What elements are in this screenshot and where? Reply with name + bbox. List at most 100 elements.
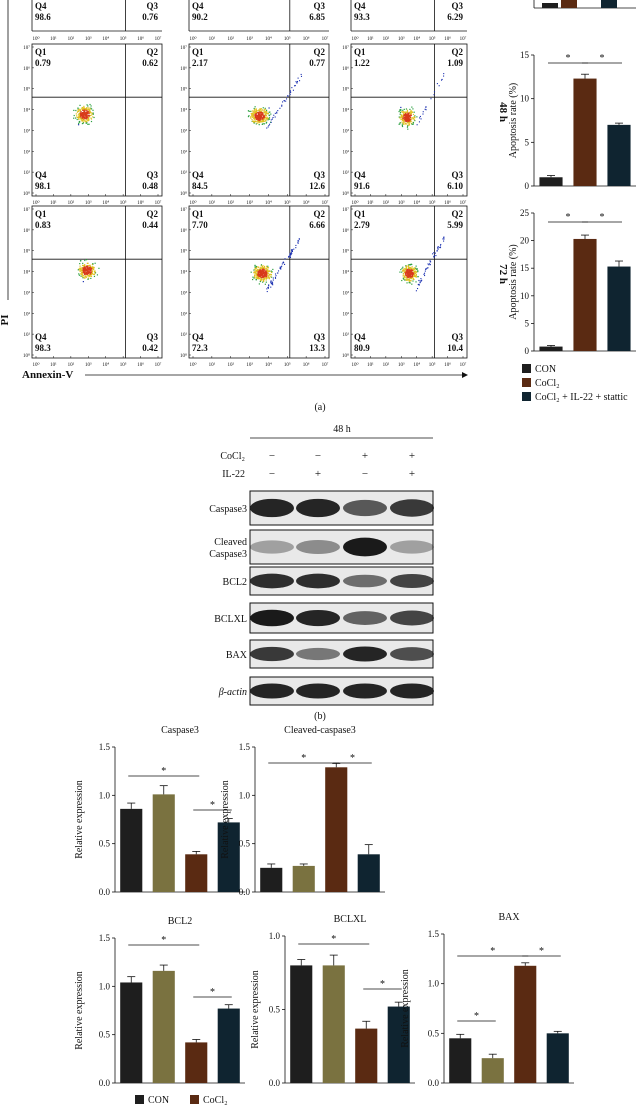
quadrant-value-q1: 0.79 xyxy=(35,58,51,68)
event-dot xyxy=(261,274,263,276)
bar-3 xyxy=(357,854,380,892)
event-dot xyxy=(252,115,254,117)
event-dot xyxy=(260,118,262,120)
event-dot xyxy=(409,116,411,118)
event-dot xyxy=(80,273,83,275)
event-dot xyxy=(81,266,83,269)
x-tick-label: 10⁴ xyxy=(413,36,420,42)
event-dot xyxy=(254,114,257,116)
quadrant-label-q3: Q3 xyxy=(146,170,158,180)
event-dot xyxy=(86,114,88,116)
y-tick-label: 10⁰ xyxy=(23,191,30,197)
event-dot xyxy=(88,264,90,267)
event-dot xyxy=(265,112,267,115)
event-dot xyxy=(437,246,439,248)
event-dot xyxy=(77,269,79,271)
event-dot xyxy=(265,281,267,283)
event-dot xyxy=(414,271,416,273)
event-dot xyxy=(270,274,272,276)
panel-b-caption: (b) xyxy=(314,711,326,722)
significance-star: * xyxy=(161,766,166,777)
bar-0 xyxy=(260,867,283,892)
event-dot xyxy=(84,273,87,275)
event-dot xyxy=(83,270,86,272)
event-dot xyxy=(415,276,417,278)
event-dot xyxy=(255,111,257,113)
event-dot xyxy=(279,266,281,268)
event-dot xyxy=(410,112,412,114)
event-dot xyxy=(79,265,81,267)
event-dot xyxy=(90,277,92,280)
bar-partial xyxy=(542,3,558,8)
y-tick-label: 1.0 xyxy=(239,790,251,800)
event-dot xyxy=(265,279,267,281)
event-dot xyxy=(408,116,410,119)
event-dot xyxy=(257,121,259,123)
event-dot xyxy=(272,116,274,119)
x-tick-label: 10¹ xyxy=(367,200,374,206)
event-dot xyxy=(266,290,268,293)
x-tick-label: 10⁵ xyxy=(120,200,127,206)
time-label: 72 h xyxy=(497,264,509,284)
event-dot xyxy=(401,271,403,273)
event-dot xyxy=(409,269,412,271)
chart-title: BCL2 xyxy=(168,916,192,927)
event-dot xyxy=(83,119,85,121)
x-tick-label: 10⁶ xyxy=(444,362,451,368)
event-dot xyxy=(263,120,265,122)
event-dot xyxy=(420,280,422,282)
event-dot xyxy=(81,113,83,116)
event-dot xyxy=(257,274,259,276)
y-axis-label: Relative expression xyxy=(74,780,85,859)
event-dot xyxy=(85,269,87,271)
event-dot xyxy=(257,113,260,115)
event-dot xyxy=(83,106,85,109)
event-dot xyxy=(270,113,272,115)
event-dot xyxy=(84,275,86,278)
event-dot xyxy=(410,276,412,278)
bar-3 xyxy=(546,1033,569,1083)
y-tick-label: 0.5 xyxy=(269,1005,281,1015)
event-dot xyxy=(93,116,95,119)
event-dot xyxy=(262,270,264,272)
event-dot xyxy=(430,261,432,263)
event-dot xyxy=(86,110,88,112)
event-dot xyxy=(402,272,404,275)
event-dot xyxy=(268,124,270,127)
event-dot xyxy=(404,118,406,120)
event-dot xyxy=(297,242,299,244)
significance-star: * xyxy=(490,946,495,957)
event-dot xyxy=(266,116,268,118)
treatment-sign: − xyxy=(315,450,321,462)
event-dot xyxy=(289,256,292,258)
event-dot xyxy=(418,284,420,286)
event-dot xyxy=(78,116,80,118)
event-dot xyxy=(83,118,85,120)
event-dot xyxy=(264,109,266,111)
event-dot xyxy=(88,112,90,115)
event-dot xyxy=(260,264,263,266)
event-dot xyxy=(260,275,262,277)
event-dot xyxy=(406,116,409,118)
event-dot xyxy=(294,85,296,87)
blot-band xyxy=(296,647,340,661)
event-dot xyxy=(271,281,273,283)
bar-0 xyxy=(290,965,313,1083)
x-tick-label: 10⁵ xyxy=(284,36,291,42)
quadrant-label-q2: Q2 xyxy=(313,209,325,219)
event-dot xyxy=(297,77,299,79)
event-dot xyxy=(77,114,79,116)
y-tick-label: 1.5 xyxy=(99,742,111,752)
quadrant-label-q2: Q2 xyxy=(313,47,325,57)
event-dot xyxy=(92,113,94,115)
event-dot xyxy=(292,89,294,91)
event-dot xyxy=(407,269,409,271)
event-dot xyxy=(290,91,292,93)
x-tick-label: 10⁶ xyxy=(303,200,310,206)
event-dot xyxy=(90,273,93,276)
bar-partial xyxy=(561,0,577,8)
blot-label: BCL2 xyxy=(223,577,247,588)
event-dot xyxy=(413,269,415,271)
event-dot xyxy=(259,116,261,118)
